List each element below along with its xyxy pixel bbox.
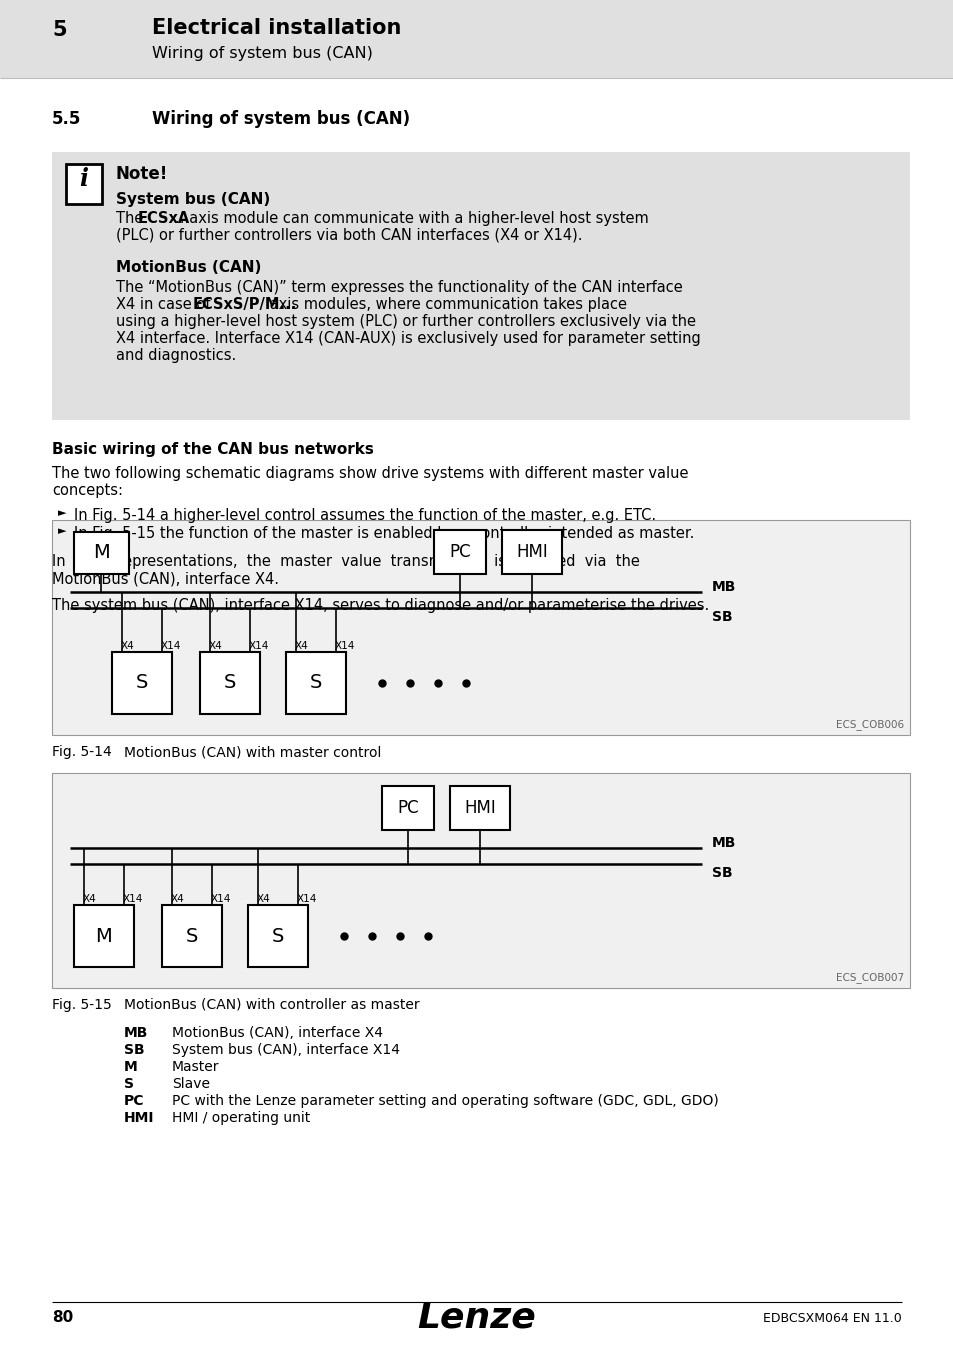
Text: using a higher-level host system (PLC) or further controllers exclusively via th: using a higher-level host system (PLC) o…: [116, 315, 696, 329]
Bar: [200, 652, 260, 714]
Text: MB: MB: [124, 1026, 149, 1040]
Text: S: S: [124, 1077, 133, 1091]
Text: MB: MB: [711, 580, 736, 594]
Text: System bus (CAN): System bus (CAN): [116, 192, 270, 207]
Text: axis modules, where communication takes place: axis modules, where communication takes …: [265, 297, 626, 312]
Text: MotionBus (CAN): MotionBus (CAN): [116, 261, 261, 275]
Text: X14: X14: [161, 641, 181, 651]
Text: MotionBus (CAN) with master control: MotionBus (CAN) with master control: [124, 745, 381, 759]
Text: PC with the Lenze parameter setting and operating software (GDC, GDL, GDO): PC with the Lenze parameter setting and …: [172, 1094, 718, 1108]
Bar: [381, 786, 434, 830]
Text: The system bus (CAN), interface X14, serves to diagnose and/or parameterise the : The system bus (CAN), interface X14, ser…: [52, 598, 708, 613]
Text: X4: X4: [171, 894, 185, 904]
Text: In  both  representations,  the  master  value  transmission  is  effected  via : In both representations, the master valu…: [52, 554, 639, 568]
Text: MotionBus (CAN), interface X4: MotionBus (CAN), interface X4: [172, 1026, 382, 1040]
Text: HMI: HMI: [516, 543, 547, 562]
Text: X4 in case of: X4 in case of: [116, 297, 214, 312]
Text: SB: SB: [124, 1044, 145, 1057]
Text: HMI / operating unit: HMI / operating unit: [172, 1111, 310, 1125]
Text: and diagnostics.: and diagnostics.: [116, 348, 236, 363]
Text: Wiring of system bus (CAN): Wiring of system bus (CAN): [152, 109, 410, 128]
Text: S: S: [224, 674, 236, 693]
Text: Master: Master: [172, 1060, 219, 1075]
Text: EDBCSXM064 EN 11.0: EDBCSXM064 EN 11.0: [762, 1311, 901, 1324]
Text: X14: X14: [249, 641, 269, 651]
Text: The: The: [116, 211, 148, 225]
Text: 5.5: 5.5: [52, 109, 81, 128]
Bar: [112, 652, 172, 714]
Text: Electrical installation: Electrical installation: [152, 18, 401, 38]
Text: X4: X4: [121, 641, 134, 651]
Text: S: S: [186, 926, 198, 945]
Text: X4: X4: [83, 894, 96, 904]
Text: MB: MB: [711, 836, 736, 850]
Text: PC: PC: [124, 1094, 144, 1108]
Text: (PLC) or further controllers via both CAN interfaces (X4 or X14).: (PLC) or further controllers via both CA…: [116, 228, 582, 243]
Text: PC: PC: [396, 799, 418, 817]
Text: Fig. 5-15: Fig. 5-15: [52, 998, 112, 1012]
Text: ►: ►: [58, 508, 67, 518]
Text: concepts:: concepts:: [52, 483, 123, 498]
Text: In Fig. 5-15 the function of the master is enabled by a controller intended as m: In Fig. 5-15 the function of the master …: [74, 526, 694, 541]
Text: X4: X4: [209, 641, 222, 651]
Bar: [52, 774, 909, 988]
Text: X14: X14: [211, 894, 232, 904]
Text: Basic wiring of the CAN bus networks: Basic wiring of the CAN bus networks: [52, 441, 374, 458]
Text: SB: SB: [711, 610, 732, 624]
Bar: [0, 0, 953, 78]
Bar: [501, 531, 561, 574]
Text: S: S: [272, 926, 284, 945]
Text: X4: X4: [256, 894, 271, 904]
Text: 5: 5: [52, 20, 67, 40]
Text: X14: X14: [335, 641, 355, 651]
Text: X4: X4: [294, 641, 309, 651]
Bar: [248, 904, 308, 967]
Text: 80: 80: [52, 1311, 73, 1326]
Bar: [434, 531, 485, 574]
Text: Slave: Slave: [172, 1077, 210, 1091]
Bar: [450, 786, 510, 830]
Text: HMI: HMI: [124, 1111, 154, 1125]
Text: The “MotionBus (CAN)” term expresses the functionality of the CAN interface: The “MotionBus (CAN)” term expresses the…: [116, 279, 682, 296]
Bar: [52, 520, 909, 734]
Text: HMI: HMI: [464, 799, 496, 817]
Text: ECSxS/P/M...: ECSxS/P/M...: [193, 297, 297, 312]
Text: ...axis module can communicate with a higher-level host system: ...axis module can communicate with a hi…: [174, 211, 648, 225]
Text: SB: SB: [711, 865, 732, 880]
Bar: [74, 532, 129, 574]
Text: M: M: [95, 926, 112, 945]
Text: S: S: [135, 674, 148, 693]
Text: X4 interface. Interface X14 (CAN-AUX) is exclusively used for parameter setting: X4 interface. Interface X14 (CAN-AUX) is…: [116, 331, 700, 346]
Text: ECS_COB006: ECS_COB006: [835, 720, 903, 730]
Text: Wiring of system bus (CAN): Wiring of system bus (CAN): [152, 46, 373, 61]
Bar: [286, 652, 346, 714]
Text: Lenze: Lenze: [417, 1301, 536, 1335]
Text: ECSxA: ECSxA: [138, 211, 190, 225]
Text: System bus (CAN), interface X14: System bus (CAN), interface X14: [172, 1044, 399, 1057]
Text: X14: X14: [296, 894, 317, 904]
Text: M: M: [124, 1060, 137, 1075]
Text: ►: ►: [58, 526, 67, 536]
Text: MotionBus (CAN), interface X4.: MotionBus (CAN), interface X4.: [52, 571, 278, 586]
Bar: [52, 153, 909, 420]
Bar: [74, 904, 133, 967]
Text: PC: PC: [449, 543, 471, 562]
Text: i: i: [79, 167, 89, 190]
Text: Fig. 5-14: Fig. 5-14: [52, 745, 112, 759]
Text: X14: X14: [123, 894, 143, 904]
Bar: [66, 163, 102, 204]
Bar: [162, 904, 222, 967]
Text: MotionBus (CAN) with controller as master: MotionBus (CAN) with controller as maste…: [124, 998, 419, 1012]
Text: ECS_COB007: ECS_COB007: [835, 972, 903, 983]
Text: Note!: Note!: [116, 165, 168, 184]
Text: S: S: [310, 674, 322, 693]
Text: The two following schematic diagrams show drive systems with different master va: The two following schematic diagrams sho…: [52, 466, 688, 481]
Text: M: M: [93, 544, 110, 563]
Text: In Fig. 5-14 a higher-level control assumes the function of the master, e.g. ETC: In Fig. 5-14 a higher-level control assu…: [74, 508, 656, 522]
